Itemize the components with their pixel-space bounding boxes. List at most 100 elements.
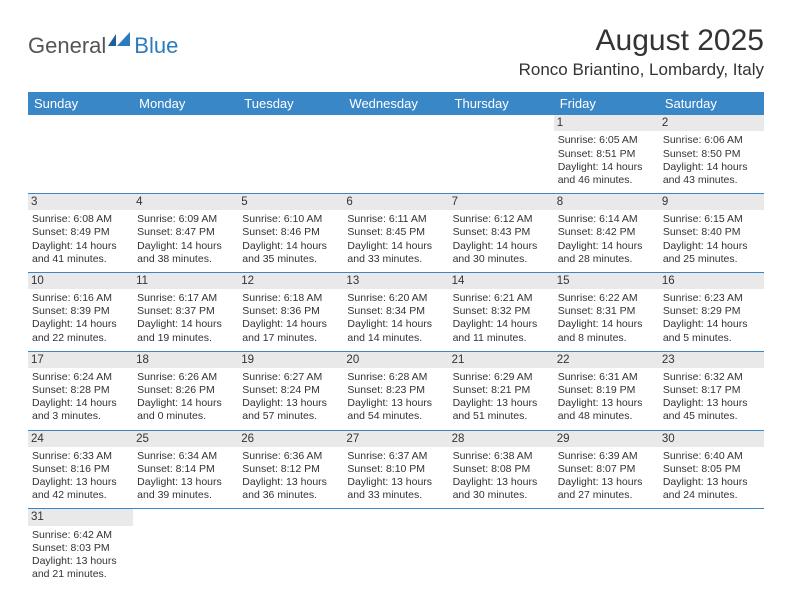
daylight-text: Daylight: 14 hours and 30 minutes. (453, 240, 550, 266)
daylight-text: Daylight: 14 hours and 25 minutes. (663, 240, 760, 266)
day-info: Sunrise: 6:21 AMSunset: 8:32 PMDaylight:… (453, 291, 550, 345)
day-info: Sunrise: 6:10 AMSunset: 8:46 PMDaylight:… (242, 212, 339, 266)
daylight-text: Daylight: 14 hours and 8 minutes. (558, 318, 655, 344)
calendar-body: 1Sunrise: 6:05 AMSunset: 8:51 PMDaylight… (28, 115, 764, 587)
empty-cell (133, 509, 238, 587)
sunset-text: Sunset: 8:36 PM (242, 305, 339, 318)
day-info: Sunrise: 6:42 AMSunset: 8:03 PMDaylight:… (32, 528, 129, 582)
day-cell: 17Sunrise: 6:24 AMSunset: 8:28 PMDayligh… (28, 351, 133, 430)
sunrise-text: Sunrise: 6:36 AM (242, 450, 339, 463)
empty-cell (238, 509, 343, 587)
day-number: 23 (659, 352, 764, 368)
sunset-text: Sunset: 8:07 PM (558, 463, 655, 476)
logo-text-general: General (28, 33, 106, 59)
sunset-text: Sunset: 8:39 PM (32, 305, 129, 318)
sunrise-text: Sunrise: 6:39 AM (558, 450, 655, 463)
sunset-text: Sunset: 8:26 PM (137, 384, 234, 397)
dow-header: Saturday (659, 92, 764, 115)
day-cell: 27Sunrise: 6:37 AMSunset: 8:10 PMDayligh… (343, 430, 448, 509)
day-info: Sunrise: 6:20 AMSunset: 8:34 PMDaylight:… (347, 291, 444, 345)
empty-cell (554, 509, 659, 587)
daylight-text: Daylight: 14 hours and 3 minutes. (32, 397, 129, 423)
day-info: Sunrise: 6:15 AMSunset: 8:40 PMDaylight:… (663, 212, 760, 266)
day-cell: 10Sunrise: 6:16 AMSunset: 8:39 PMDayligh… (28, 272, 133, 351)
sunrise-text: Sunrise: 6:18 AM (242, 292, 339, 305)
day-number: 27 (343, 431, 448, 447)
sunset-text: Sunset: 8:08 PM (453, 463, 550, 476)
sunrise-text: Sunrise: 6:21 AM (453, 292, 550, 305)
sunset-text: Sunset: 8:05 PM (663, 463, 760, 476)
day-cell: 16Sunrise: 6:23 AMSunset: 8:29 PMDayligh… (659, 272, 764, 351)
day-cell: 8Sunrise: 6:14 AMSunset: 8:42 PMDaylight… (554, 193, 659, 272)
sunrise-text: Sunrise: 6:22 AM (558, 292, 655, 305)
day-number: 31 (28, 509, 133, 525)
day-cell: 13Sunrise: 6:20 AMSunset: 8:34 PMDayligh… (343, 272, 448, 351)
empty-cell (28, 115, 133, 193)
day-number: 30 (659, 431, 764, 447)
sunset-text: Sunset: 8:45 PM (347, 226, 444, 239)
sunrise-text: Sunrise: 6:42 AM (32, 529, 129, 542)
dow-header: Wednesday (343, 92, 448, 115)
day-cell: 25Sunrise: 6:34 AMSunset: 8:14 PMDayligh… (133, 430, 238, 509)
sunset-text: Sunset: 8:24 PM (242, 384, 339, 397)
sunrise-text: Sunrise: 6:12 AM (453, 213, 550, 226)
day-info: Sunrise: 6:32 AMSunset: 8:17 PMDaylight:… (663, 370, 760, 424)
day-cell: 20Sunrise: 6:28 AMSunset: 8:23 PMDayligh… (343, 351, 448, 430)
day-number: 1 (554, 115, 659, 131)
header: General Blue August 2025 Ronco Briantino… (28, 24, 764, 80)
empty-cell (343, 115, 448, 193)
day-cell: 31 Sunrise: 6:42 AMSunset: 8:03 PMDayligh… (28, 509, 133, 587)
sunset-text: Sunset: 8:40 PM (663, 226, 760, 239)
day-info: Sunrise: 6:40 AMSunset: 8:05 PMDaylight:… (663, 449, 760, 503)
sunrise-text: Sunrise: 6:33 AM (32, 450, 129, 463)
sunrise-text: Sunrise: 6:20 AM (347, 292, 444, 305)
empty-cell (449, 509, 554, 587)
daylight-text: Daylight: 13 hours and 42 minutes. (32, 476, 129, 502)
day-info: Sunrise: 6:06 AMSunset: 8:50 PMDaylight:… (663, 133, 760, 187)
sunset-text: Sunset: 8:34 PM (347, 305, 444, 318)
dow-header: Tuesday (238, 92, 343, 115)
day-number: 16 (659, 273, 764, 289)
month-title: August 2025 (519, 24, 764, 58)
day-number: 18 (133, 352, 238, 368)
day-number: 20 (343, 352, 448, 368)
day-cell: 15Sunrise: 6:22 AMSunset: 8:31 PMDayligh… (554, 272, 659, 351)
calendar-row: 17Sunrise: 6:24 AMSunset: 8:28 PMDayligh… (28, 351, 764, 430)
day-number: 7 (449, 194, 554, 210)
sunrise-text: Sunrise: 6:28 AM (347, 371, 444, 384)
sunset-text: Sunset: 8:46 PM (242, 226, 339, 239)
sunset-text: Sunset: 8:21 PM (453, 384, 550, 397)
daylight-text: Daylight: 13 hours and 27 minutes. (558, 476, 655, 502)
empty-cell (238, 115, 343, 193)
day-info: Sunrise: 6:31 AMSunset: 8:19 PMDaylight:… (558, 370, 655, 424)
daylight-text: Daylight: 14 hours and 22 minutes. (32, 318, 129, 344)
day-cell: 29Sunrise: 6:39 AMSunset: 8:07 PMDayligh… (554, 430, 659, 509)
day-number: 5 (238, 194, 343, 210)
day-info: Sunrise: 6:29 AMSunset: 8:21 PMDaylight:… (453, 370, 550, 424)
daylight-text: Daylight: 13 hours and 21 minutes. (32, 555, 129, 581)
sunrise-text: Sunrise: 6:29 AM (453, 371, 550, 384)
calendar-row: 10Sunrise: 6:16 AMSunset: 8:39 PMDayligh… (28, 272, 764, 351)
sunrise-text: Sunrise: 6:23 AM (663, 292, 760, 305)
day-info: Sunrise: 6:09 AMSunset: 8:47 PMDaylight:… (137, 212, 234, 266)
calendar-row: 31 Sunrise: 6:42 AMSunset: 8:03 PMDayligh… (28, 509, 764, 587)
sunrise-text: Sunrise: 6:34 AM (137, 450, 234, 463)
sunset-text: Sunset: 8:19 PM (558, 384, 655, 397)
day-cell: 7Sunrise: 6:12 AMSunset: 8:43 PMDaylight… (449, 193, 554, 272)
day-cell: 19Sunrise: 6:27 AMSunset: 8:24 PMDayligh… (238, 351, 343, 430)
calendar-table: SundayMondayTuesdayWednesdayThursdayFrid… (28, 92, 764, 587)
day-info: Sunrise: 6:22 AMSunset: 8:31 PMDaylight:… (558, 291, 655, 345)
day-info: Sunrise: 6:27 AMSunset: 8:24 PMDaylight:… (242, 370, 339, 424)
calendar-row: 1Sunrise: 6:05 AMSunset: 8:51 PMDaylight… (28, 115, 764, 193)
empty-cell (449, 115, 554, 193)
sunset-text: Sunset: 8:16 PM (32, 463, 129, 476)
day-number: 24 (28, 431, 133, 447)
day-info: Sunrise: 6:11 AMSunset: 8:45 PMDaylight:… (347, 212, 444, 266)
day-cell: 22Sunrise: 6:31 AMSunset: 8:19 PMDayligh… (554, 351, 659, 430)
daylight-text: Daylight: 14 hours and 41 minutes. (32, 240, 129, 266)
day-cell: 30 Sunrise: 6:40 AMSunset: 8:05 PMDayligh… (659, 430, 764, 509)
day-number: 10 (28, 273, 133, 289)
day-cell: 21Sunrise: 6:29 AMSunset: 8:21 PMDayligh… (449, 351, 554, 430)
sunrise-text: Sunrise: 6:11 AM (347, 213, 444, 226)
day-info: Sunrise: 6:17 AMSunset: 8:37 PMDaylight:… (137, 291, 234, 345)
